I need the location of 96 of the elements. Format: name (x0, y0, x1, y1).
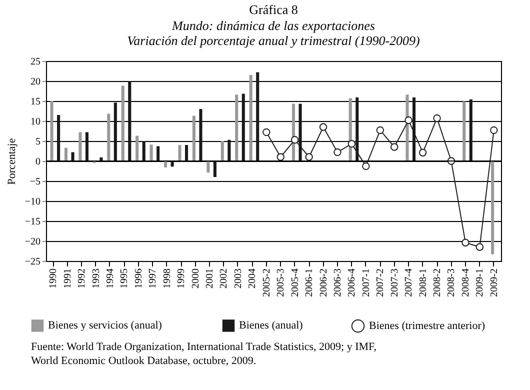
y-tick-label: 20 (30, 76, 40, 88)
bar (128, 81, 132, 161)
x-tick-label: 2009-2 (488, 268, 500, 297)
y-tick-label: 0 (36, 156, 40, 168)
x-tick-label: 1991 (62, 268, 74, 288)
point (476, 243, 484, 251)
x-tick-label: 2007-4 (404, 268, 415, 297)
y-tick-label: 25 (30, 56, 40, 68)
x-tick-label: 2002 (218, 268, 230, 288)
bar (78, 132, 82, 161)
bar (242, 94, 245, 161)
x-tick-label: 2006-1 (304, 268, 316, 297)
bar (235, 94, 238, 161)
x-tick-label: 2009-1 (474, 268, 486, 297)
bar (206, 161, 210, 173)
bar (156, 146, 160, 161)
bar (462, 101, 466, 161)
bar (469, 99, 472, 161)
x-tick-label: 2006-4 (346, 268, 358, 297)
bar (213, 161, 216, 177)
bar (150, 144, 153, 161)
x-tick-label: 2005-3 (276, 268, 287, 297)
chart-subtitle: Mundo: dinámica de las exportaciones Variación del porcentaje anual y trimestral (1990-2009) (127, 18, 420, 48)
x-tick-label: 2007-3 (389, 268, 400, 297)
bar (136, 136, 139, 161)
x-tick-label: 2007-1 (360, 268, 372, 297)
point (490, 126, 498, 134)
bar (199, 109, 202, 161)
x-tick-label: 1996 (133, 268, 144, 288)
bar (178, 145, 182, 161)
point (376, 126, 384, 134)
x-tick-label: 1992 (76, 268, 88, 288)
point (362, 162, 370, 170)
x-tick-label: 2008-2 (432, 268, 444, 297)
y-tick-label: −10 (24, 196, 40, 208)
bar (220, 141, 224, 161)
legend-label: Bienes (trimestre anterior) (369, 320, 486, 332)
point (290, 136, 299, 144)
bar (50, 101, 54, 161)
y-axis-title: Porcentaje (6, 138, 18, 185)
x-tick-label: 2008-3 (446, 268, 458, 297)
x-tick-label: 2005-2 (261, 268, 272, 297)
x-tick-label: 1990 (48, 268, 60, 288)
bar (164, 161, 168, 168)
point (334, 148, 342, 156)
y-tick-label: −20 (24, 236, 40, 248)
x-tick-label: 2005-4 (290, 268, 301, 297)
point (348, 140, 356, 148)
bar (491, 161, 494, 254)
bar (57, 115, 60, 161)
x-tick-label: 2000 (190, 268, 202, 288)
bar (114, 102, 117, 161)
x-tick-label: 1999 (176, 268, 188, 288)
point (418, 148, 427, 156)
x-tick-label: 1998 (162, 268, 173, 288)
bar (85, 132, 89, 161)
bar (249, 75, 252, 161)
x-tick-label: 2008-4 (460, 268, 472, 297)
bar (256, 72, 260, 161)
legend-label: Bienes y servicios (anual) (48, 320, 162, 332)
point (462, 238, 470, 246)
bar (107, 114, 110, 161)
x-tick-label: 2003 (232, 268, 244, 288)
chart-title: Gráfica 8 (249, 2, 298, 17)
x-tick-label: 2006-2 (318, 268, 330, 297)
y-tick-label: 15 (30, 96, 40, 108)
point (433, 114, 441, 122)
y-tick-label: 10 (30, 116, 40, 128)
bar (142, 141, 146, 161)
x-tick-label: 2007-2 (375, 268, 386, 297)
point (262, 128, 270, 136)
x-tick-label: 1993 (90, 268, 102, 288)
x-tick-label: 1997 (148, 268, 159, 288)
bar (192, 116, 196, 161)
y-tick-label: −25 (24, 256, 40, 268)
point (390, 143, 398, 151)
y-tick-label: −5 (30, 176, 40, 188)
point (305, 153, 313, 161)
x-tick-label: 1994 (104, 268, 116, 288)
point (404, 116, 412, 124)
source-note: Fuente: World Trade Organization, International Trade Statistics, 2009; y IMF, World Economic Outlook Database, octubre, 2009. (31, 341, 377, 367)
point (319, 123, 328, 131)
y-tick-label: −15 (24, 216, 40, 228)
bar (64, 148, 68, 161)
x-tick-label: 2008-1 (418, 268, 429, 297)
x-tick-label: 2006-3 (332, 268, 344, 297)
x-tick-label: 2004 (247, 268, 258, 288)
legend-label: Bienes (anual) (239, 320, 304, 332)
bar (184, 145, 188, 161)
bar (71, 152, 74, 161)
x-tick-label: 1995 (119, 268, 130, 288)
x-tick-label: 2001 (204, 268, 216, 288)
bar (228, 140, 231, 161)
bar (121, 86, 124, 161)
point (276, 153, 284, 161)
y-tick-label: 5 (36, 136, 40, 148)
